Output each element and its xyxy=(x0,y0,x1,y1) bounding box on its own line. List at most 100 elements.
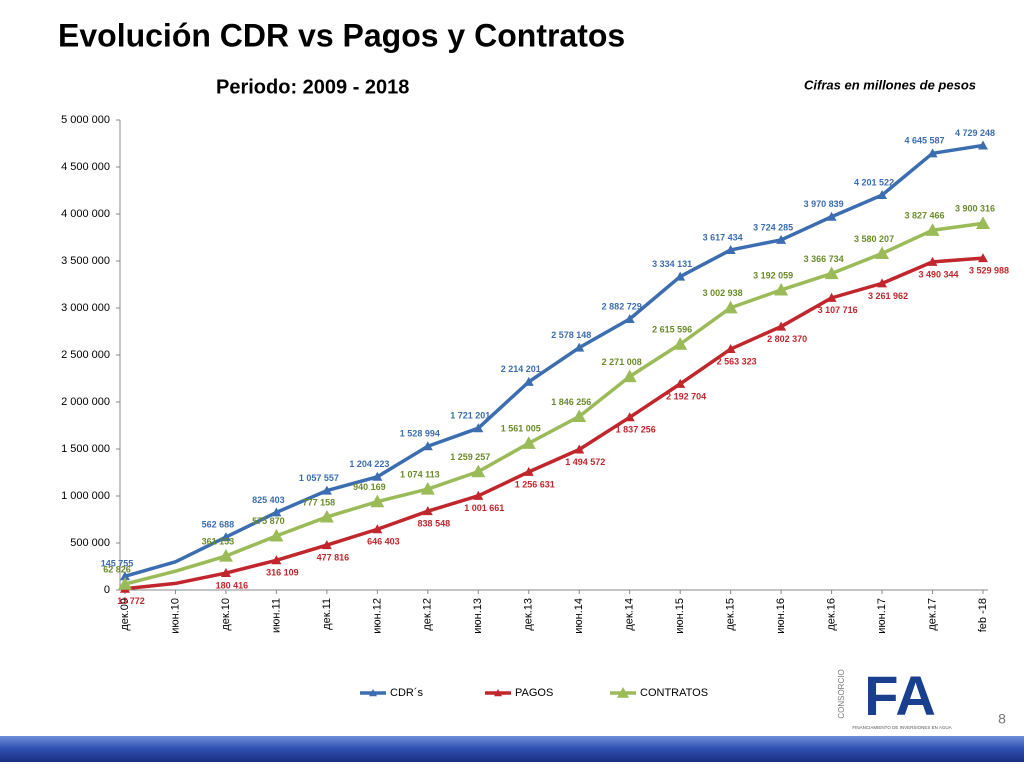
marker xyxy=(927,256,938,266)
series-line xyxy=(124,143,984,578)
units-note: Cifras en millones de pesos xyxy=(804,77,976,92)
value-label: 145 755 xyxy=(101,559,134,569)
x-tick-label: июн.11 xyxy=(270,598,282,633)
value-label: 1 001 661 xyxy=(464,503,504,513)
marker xyxy=(269,528,284,542)
value-label: 1 837 256 xyxy=(616,425,656,435)
legend-marker xyxy=(617,687,629,698)
y-tick-label: 5 000 000 xyxy=(61,114,110,126)
value-label: 1 204 223 xyxy=(349,459,389,469)
x-tick-label: дек.09 xyxy=(119,598,131,631)
marker xyxy=(372,524,383,534)
y-tick-label: 500 000 xyxy=(70,537,110,549)
logo-name: FA xyxy=(864,664,936,727)
value-label: 3 490 344 xyxy=(919,269,959,279)
value-label: 2 563 323 xyxy=(717,356,757,366)
x-tick-label: дек.17 xyxy=(926,598,938,631)
marker xyxy=(877,278,888,288)
x-tick-label: июн.12 xyxy=(371,598,383,634)
marker xyxy=(925,223,940,236)
marker xyxy=(422,506,433,516)
marker xyxy=(319,509,334,523)
marker xyxy=(875,246,890,260)
value-label: 3 002 938 xyxy=(703,288,743,298)
x-tick-label: дек.14 xyxy=(624,598,636,631)
value-label: 3 580 207 xyxy=(854,234,894,244)
value-label: 3 617 434 xyxy=(703,232,743,242)
marker xyxy=(220,532,231,542)
marker xyxy=(826,292,837,302)
marker xyxy=(572,409,587,423)
marker xyxy=(523,376,534,386)
y-tick-label: 3 000 000 xyxy=(61,302,110,314)
marker xyxy=(826,211,837,221)
chart-subtitle: Periodo: 2009 - 2018 xyxy=(216,76,409,98)
marker xyxy=(774,282,789,296)
marker xyxy=(723,300,738,314)
value-label: 3 529 988 xyxy=(969,266,1009,276)
value-label: 361 153 xyxy=(202,536,235,546)
marker xyxy=(622,369,637,383)
marker xyxy=(118,577,132,590)
value-label: 2 882 729 xyxy=(602,301,642,311)
x-tick-label: дек.11 xyxy=(321,598,333,630)
value-label: 2 802 370 xyxy=(767,334,807,344)
value-label: 1 528 994 xyxy=(400,429,440,439)
marker xyxy=(271,507,282,517)
marker xyxy=(321,485,332,495)
logo-side: CONSORCIO xyxy=(837,669,846,718)
y-tick-label: 3 500 000 xyxy=(61,255,110,267)
marker xyxy=(218,549,233,562)
value-label: 3 827 466 xyxy=(905,211,945,221)
value-label: 3 724 285 xyxy=(753,222,793,232)
value-label: 1 494 572 xyxy=(565,457,605,467)
value-label: 62 826 xyxy=(103,564,131,574)
marker xyxy=(574,342,585,352)
value-label: 4 201 522 xyxy=(854,177,894,187)
value-label: 1 561 005 xyxy=(501,424,541,434)
value-label: 1 256 631 xyxy=(515,479,555,489)
value-label: 3 261 962 xyxy=(868,291,908,301)
marker xyxy=(877,190,888,200)
value-label: 1 057 557 xyxy=(299,473,339,483)
x-tick-label: июн.10 xyxy=(169,598,181,634)
value-label: 1 721 201 xyxy=(450,411,490,421)
marker xyxy=(624,314,635,324)
value-label: 940 169 xyxy=(353,482,386,492)
value-label: 646 403 xyxy=(367,537,400,547)
value-label: 180 416 xyxy=(216,580,249,590)
y-tick-label: 1 000 000 xyxy=(61,490,110,502)
marker xyxy=(220,568,231,578)
value-label: 316 109 xyxy=(266,568,299,578)
series-line xyxy=(124,221,984,586)
value-label: 2 578 148 xyxy=(551,330,591,340)
marker xyxy=(776,321,787,331)
value-label: 1 259 257 xyxy=(450,452,490,462)
marker xyxy=(473,423,484,433)
marker xyxy=(624,412,635,422)
value-label: 3 192 059 xyxy=(753,270,793,280)
x-tick-label: июн.13 xyxy=(472,598,484,634)
value-label: 4 645 587 xyxy=(905,136,945,146)
marker xyxy=(725,244,736,254)
value-label: 2 214 201 xyxy=(501,364,541,374)
y-tick-label: 4 000 000 xyxy=(61,208,110,220)
value-label: 777 158 xyxy=(303,497,336,507)
marker xyxy=(574,444,585,454)
marker xyxy=(675,271,686,281)
y-tick-label: 0 xyxy=(104,584,110,596)
value-label: 3 900 316 xyxy=(955,204,995,214)
marker xyxy=(675,378,686,388)
x-tick-label: июн.14 xyxy=(573,598,585,634)
page-number: 8 xyxy=(998,711,1006,727)
value-label: 477 816 xyxy=(317,552,350,562)
legend-label: CDR´s xyxy=(390,687,423,699)
marker xyxy=(521,436,536,449)
marker xyxy=(120,571,130,581)
legend-marker xyxy=(494,689,502,697)
marker xyxy=(927,148,938,158)
value-label: 2 192 704 xyxy=(666,391,706,401)
x-tick-label: июн.16 xyxy=(775,598,787,634)
series-line xyxy=(124,256,984,591)
